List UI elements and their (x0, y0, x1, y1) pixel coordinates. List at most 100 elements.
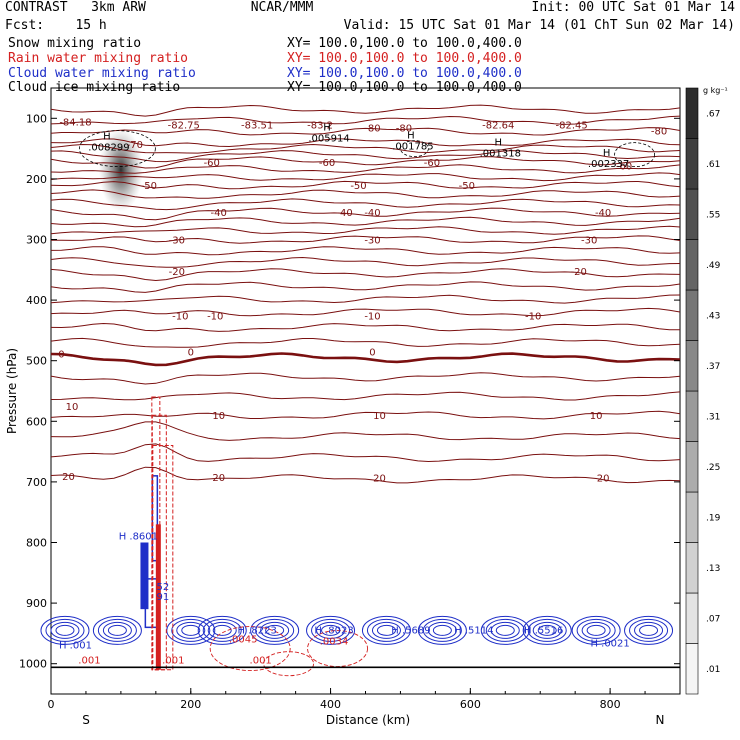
isotherm-label: -80 (396, 123, 412, 134)
cloud-water-contour (306, 615, 356, 645)
x-tick-label: 200 (180, 698, 201, 711)
isotherm-label: -50 (459, 181, 475, 192)
cloud-water-contour (255, 618, 295, 642)
cloud-water-contour (532, 621, 562, 639)
cloud-water-contour (171, 618, 211, 642)
isotherm-label: 20 (597, 474, 610, 485)
isotherm-label: -30 (364, 236, 380, 247)
colorbar-swatch (685, 87, 699, 139)
cloud-water-contour (629, 618, 669, 642)
isotherm-line (50, 198, 681, 211)
isotherm-line (50, 246, 681, 256)
isotherm-label: -80 (364, 123, 380, 134)
cloud-water-value: 91 (156, 592, 169, 603)
isotherm-label: -30 (169, 236, 185, 247)
x-tick-label: 0 (48, 698, 55, 711)
cloud-water-contour (639, 624, 659, 636)
cloud-water-max: H .0021 (590, 639, 629, 650)
colorbar-label: .07 (706, 614, 720, 624)
x-tick-label: 600 (460, 698, 481, 711)
cloud-water-contour (107, 624, 127, 636)
isotherm-0 (50, 352, 681, 367)
y-tick-label: 1000 (19, 658, 47, 671)
cloud-water-contour (265, 624, 285, 636)
init-time: Init: 00 UTC Sat 01 Mar 14 (531, 0, 736, 15)
colorbar-swatch (685, 239, 699, 291)
cloud-water-contour (371, 621, 401, 639)
isotherm-label: 20 (62, 472, 75, 483)
valid-time: Valid: 15 UTC Sat 01 Mar 14 (01 ChT Sun … (343, 18, 735, 33)
cloud-ice-contour (78, 130, 156, 168)
isotherm-label: 10 (66, 402, 79, 413)
x-axis-title: Distance (km) (326, 713, 410, 727)
y-tick-label: 700 (26, 476, 47, 489)
cloud-ice-contour (614, 142, 655, 168)
cloud-water-contour (417, 615, 467, 645)
cloud-water-contour (40, 615, 90, 645)
colorbar-label: .43 (706, 311, 720, 321)
rain-value: .001 (250, 656, 272, 667)
isotherm-label: -84.18 (59, 117, 91, 128)
colorbar-label: .01 (706, 665, 720, 675)
isotherm-label: -40 (211, 208, 227, 219)
rain-contour (152, 445, 174, 671)
rain-value: .0034 (320, 636, 349, 647)
isotherm-line (50, 180, 681, 190)
isotherm-label: -60 (204, 158, 220, 169)
cloud-water-contour (97, 618, 137, 642)
cloud-water-contour (50, 621, 80, 639)
isotherm-line (50, 207, 681, 221)
cloud-water-contour (55, 624, 75, 636)
cloud-water-contour (537, 624, 557, 636)
cloud-water-contour (376, 624, 396, 636)
isotherm-label: -40 (595, 208, 611, 219)
snow-max-value: .008299 (88, 143, 129, 154)
colorbar-label: .61 (706, 160, 720, 170)
colorbar-swatch (685, 491, 699, 543)
x-tick-label: 800 (600, 698, 621, 711)
colorbar-label: .67 (706, 109, 720, 119)
colorbar-swatch (685, 592, 699, 644)
isotherm-line (50, 150, 681, 163)
isotherm-label: -40 (364, 208, 380, 219)
isotherm-line (50, 281, 681, 293)
cloud-ice-contour (400, 140, 429, 158)
isotherm-label: -50 (350, 181, 366, 192)
field-snow-xy: XY= 100.0,100.0 to 100.0,400.0 (287, 36, 522, 51)
cloud-water-contour (197, 615, 247, 645)
cloud-water-max: H .5689 (391, 625, 430, 636)
cloud-water-contour (260, 621, 290, 639)
isotherm-line (50, 372, 681, 385)
colorbar-swatch (685, 188, 699, 240)
cloud-water-contour (422, 618, 462, 642)
isotherm-line (50, 216, 681, 228)
y-axis-title: Pressure (hPa) (5, 348, 19, 434)
colorbar-swatch (685, 441, 699, 493)
colorbar-label: .55 (706, 210, 720, 220)
isotherm-line (50, 127, 681, 136)
rain-core (155, 524, 161, 670)
isotherm-label: -80 (651, 126, 667, 137)
colorbar-label: .37 (706, 362, 720, 372)
y-tick-label: 900 (26, 597, 47, 610)
isotherm-label: 20 (212, 473, 225, 484)
rain-contour (263, 651, 315, 677)
cloud-water-max: H .8023 (314, 625, 353, 636)
south-end-label: S (82, 713, 90, 727)
isotherm-label: -70 (127, 140, 143, 151)
isotherm-line (50, 235, 681, 244)
snow-max-value: .005914 (308, 133, 349, 144)
isotherm-label: 0 (188, 348, 194, 359)
snow-max-marker: H (603, 148, 611, 159)
isotherm-label: -50 (141, 181, 157, 192)
isotherm-label: -20 (169, 267, 185, 278)
isotherm-line (50, 164, 681, 174)
snow-max-value: .002337 (588, 159, 629, 170)
isotherm-label: -10 (172, 311, 188, 322)
isotherm-label: 10 (590, 411, 603, 422)
cloud-water-contour (92, 615, 142, 645)
cloud-water-column (140, 542, 149, 610)
colorbar-swatch (685, 542, 699, 594)
cloud-water-contour (207, 621, 237, 639)
colorbar-swatch (685, 138, 699, 190)
